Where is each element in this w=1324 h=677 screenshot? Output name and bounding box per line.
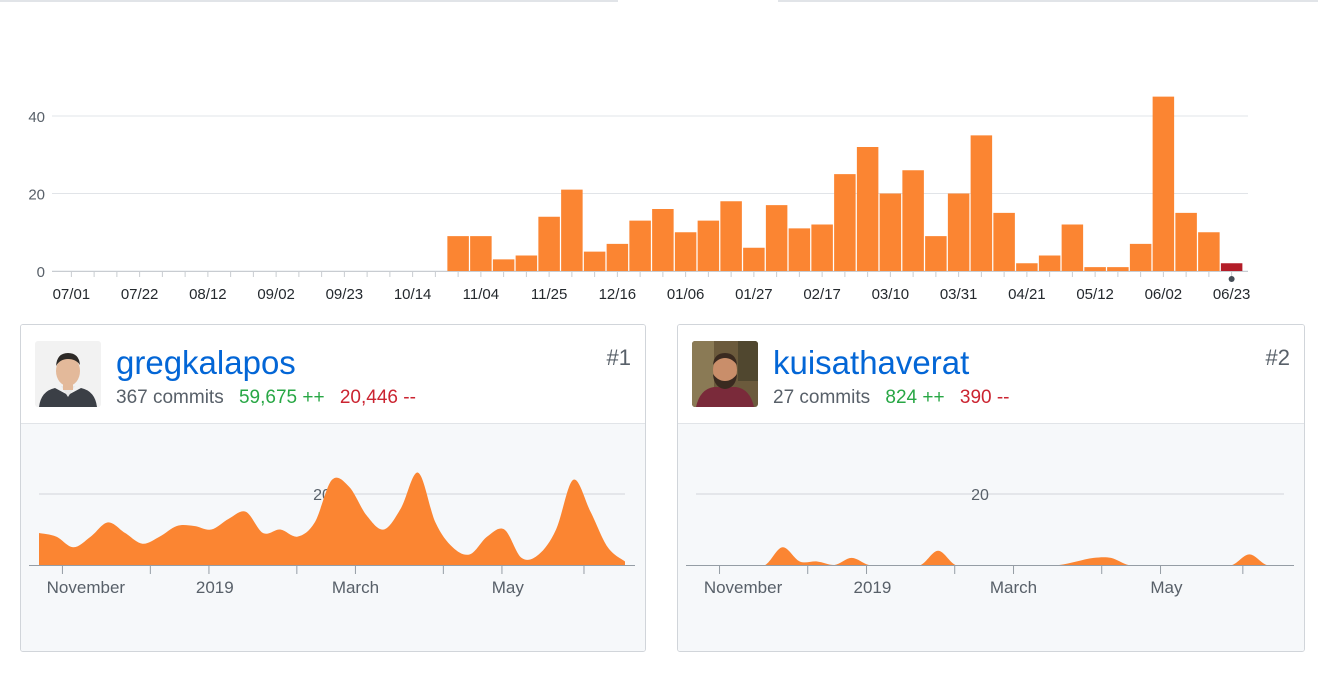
commit-bar[interactable]: [834, 174, 856, 271]
contributor-activity-panel: 20 November 2019 March May: [678, 424, 1304, 651]
x-tick-label: 07/22: [121, 286, 159, 303]
commit-bar[interactable]: [492, 259, 515, 271]
commit-bar[interactable]: [925, 236, 947, 271]
commit-bar[interactable]: [652, 209, 674, 271]
avatar-icon: [35, 341, 101, 407]
x-tick-label: 06/02: [1145, 286, 1183, 303]
y-tick-label: 40: [28, 109, 45, 126]
x-tick-label: 12/16: [599, 286, 637, 303]
y-tick-label: 0: [37, 264, 45, 281]
contributor-card: kuisathaverat 27 commits 824 ++ 390 -- #…: [677, 324, 1305, 652]
x-tick-label: March: [332, 578, 379, 597]
x-tick-label: 03/31: [940, 286, 978, 303]
contributor-activity-panel: 20 November 2019 March May: [21, 424, 645, 651]
contributor-stats: 27 commits 824 ++ 390 --: [773, 387, 1010, 409]
commit-bar[interactable]: [447, 236, 469, 271]
top-divider-left: [0, 0, 618, 2]
commit-bar[interactable]: [1061, 224, 1084, 272]
commit-count: 367 commits: [116, 387, 224, 408]
x-tick-label: 02/17: [803, 286, 841, 303]
commit-bar[interactable]: [629, 220, 651, 271]
commit-bar[interactable]: [993, 212, 1015, 271]
x-tick-label: 09/02: [257, 286, 295, 303]
commit-bar[interactable]: [947, 193, 970, 272]
commit-bar[interactable]: [1084, 267, 1106, 271]
x-tick-label: 11/25: [531, 286, 567, 303]
x-tick-label: May: [1150, 578, 1183, 597]
x-tick-label: May: [492, 578, 525, 597]
top-divider-right: [778, 0, 1318, 2]
commit-bar[interactable]: [470, 236, 492, 271]
y-gridline-label: 20: [971, 487, 989, 504]
additions-count: 59,675 ++: [238, 387, 325, 408]
x-tick-label: 05/12: [1076, 286, 1114, 303]
x-tick-label: 2019: [853, 578, 891, 597]
contributor-stats: 367 commits 59,675 ++ 20,446 --: [116, 387, 416, 409]
x-tick-label: 06/23: [1213, 286, 1251, 303]
commit-bar[interactable]: [1107, 267, 1129, 271]
avatar-icon: [692, 341, 758, 407]
commit-bar[interactable]: [1198, 232, 1220, 271]
x-tick-label: 09/23: [326, 286, 364, 303]
commit-count: 27 commits: [773, 387, 871, 408]
x-tick-label: 10/14: [394, 286, 432, 303]
y-tick-label: 20: [28, 187, 45, 204]
commit-bar[interactable]: [515, 255, 538, 272]
x-tick-label: 01/27: [735, 286, 773, 303]
x-tick-label: 07/01: [53, 286, 91, 303]
contributor-activity-chart: 20 November 2019 March May: [686, 487, 1294, 597]
deletions-count: 20,446 --: [339, 387, 416, 408]
x-tick-label: November: [47, 578, 126, 597]
contributor-rank: #1: [606, 345, 631, 370]
x-tick-label: 11/04: [463, 286, 499, 303]
activity-area: [696, 547, 1284, 565]
commit-bar[interactable]: [970, 135, 993, 271]
commits-over-time-chart: 0 20 40 07/01 07/22 08/12 09/02 09/23 10/14 11/04…: [28, 96, 1251, 303]
commit-bar[interactable]: [765, 205, 788, 271]
contributor-card-header: gregkalapos 367 commits 59,675 ++ 20,446…: [21, 325, 645, 424]
commit-bar[interactable]: [1038, 255, 1061, 272]
contributor-card-header: kuisathaverat 27 commits 824 ++ 390 -- #…: [678, 325, 1304, 424]
current-week-marker: [1228, 276, 1235, 282]
x-tick-label: 2019: [196, 578, 234, 597]
commit-bar[interactable]: [811, 224, 833, 272]
avatar[interactable]: [692, 341, 758, 407]
commit-bar[interactable]: [606, 243, 629, 271]
x-tick-label: 04/21: [1008, 286, 1046, 303]
commit-bar[interactable]: [1129, 243, 1152, 271]
x-tick-label: November: [704, 578, 783, 597]
commit-bar[interactable]: [879, 193, 902, 272]
deletions-count: 390 --: [959, 387, 1010, 408]
contributor-username-link[interactable]: gregkalapos: [116, 344, 296, 381]
x-tick-label: 01/06: [667, 286, 705, 303]
avatar[interactable]: [35, 341, 101, 407]
commit-bar[interactable]: [697, 220, 720, 271]
commit-bar[interactable]: [674, 232, 697, 271]
commit-bar[interactable]: [902, 170, 924, 271]
x-tick-label: March: [990, 578, 1037, 597]
commit-bar[interactable]: [561, 189, 583, 271]
activity-area: [39, 472, 625, 565]
additions-count: 824 ++: [885, 387, 945, 408]
contributor-rank: #2: [1265, 345, 1290, 370]
commit-bar[interactable]: [743, 247, 765, 271]
commit-bar[interactable]: [788, 228, 811, 271]
commit-bar[interactable]: [1152, 96, 1175, 271]
commit-bar[interactable]: [720, 201, 742, 271]
x-tick-label: 03/10: [872, 286, 910, 303]
commit-bar[interactable]: [1016, 263, 1038, 271]
commit-bar[interactable]: [1175, 212, 1197, 271]
x-tick-label: 08/12: [189, 286, 227, 303]
commit-bar[interactable]: [538, 216, 560, 271]
commit-bar[interactable]: [583, 251, 606, 271]
contributor-card: gregkalapos 367 commits 59,675 ++ 20,446…: [20, 324, 646, 652]
commit-bar[interactable]: [1220, 263, 1243, 271]
contributor-username-link[interactable]: kuisathaverat: [773, 344, 970, 381]
commit-bar[interactable]: [856, 147, 879, 271]
